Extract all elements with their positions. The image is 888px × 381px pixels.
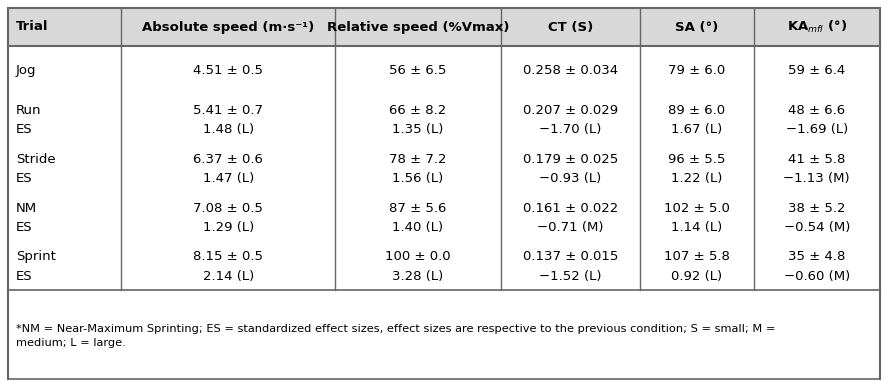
Text: 79 ± 6.0: 79 ± 6.0 [669,64,725,77]
Text: 107 ± 5.8: 107 ± 5.8 [664,250,730,263]
Text: −0.60 (M): −0.60 (M) [783,270,850,283]
Text: ES: ES [16,172,33,185]
Text: −1.52 (L): −1.52 (L) [539,270,602,283]
Text: 2.14 (L): 2.14 (L) [202,270,254,283]
Text: 35 ± 4.8: 35 ± 4.8 [788,250,845,263]
Text: −1.70 (L): −1.70 (L) [539,123,602,136]
Text: Sprint: Sprint [16,250,56,263]
Text: 96 ± 5.5: 96 ± 5.5 [668,153,725,166]
Text: 8.15 ± 0.5: 8.15 ± 0.5 [194,250,263,263]
Text: 7.08 ± 0.5: 7.08 ± 0.5 [194,202,263,215]
Text: Relative speed (%Vmax): Relative speed (%Vmax) [327,21,509,34]
Text: ES: ES [16,270,33,283]
Text: 0.92 (L): 0.92 (L) [671,270,723,283]
Text: −0.71 (M): −0.71 (M) [537,221,604,234]
Text: Run: Run [16,104,42,117]
Text: 0.179 ± 0.025: 0.179 ± 0.025 [523,153,618,166]
Text: 0.137 ± 0.015: 0.137 ± 0.015 [523,250,618,263]
Text: 5.41 ± 0.7: 5.41 ± 0.7 [194,104,263,117]
Text: 1.22 (L): 1.22 (L) [671,172,723,185]
Text: 4.51 ± 0.5: 4.51 ± 0.5 [194,64,263,77]
Text: CT (S): CT (S) [548,21,593,34]
Text: 38 ± 5.2: 38 ± 5.2 [788,202,845,215]
Text: 87 ± 5.6: 87 ± 5.6 [389,202,447,215]
Text: 0.207 ± 0.029: 0.207 ± 0.029 [523,104,618,117]
Text: 41 ± 5.8: 41 ± 5.8 [788,153,845,166]
Text: 102 ± 5.0: 102 ± 5.0 [664,202,730,215]
Text: 6.37 ± 0.6: 6.37 ± 0.6 [194,153,263,166]
Text: NM: NM [16,202,37,215]
Bar [8,8,880,46]
Text: 100 ± 0.0: 100 ± 0.0 [385,250,450,263]
Text: −1.69 (L): −1.69 (L) [786,123,848,136]
Text: 1.35 (L): 1.35 (L) [392,123,443,136]
Text: ES: ES [16,123,33,136]
Text: *NM = Near-Maximum Sprinting; ES = standardized effect sizes, effect sizes are r: *NM = Near-Maximum Sprinting; ES = stand… [16,325,775,349]
Text: 0.258 ± 0.034: 0.258 ± 0.034 [523,64,618,77]
Text: Absolute speed (m·s⁻¹): Absolute speed (m·s⁻¹) [142,21,314,34]
Text: −0.54 (M): −0.54 (M) [783,221,850,234]
Text: 66 ± 8.2: 66 ± 8.2 [389,104,447,117]
Text: KA$_{mfl}$ (°): KA$_{mfl}$ (°) [787,19,847,35]
Text: 1.56 (L): 1.56 (L) [392,172,443,185]
Text: 1.29 (L): 1.29 (L) [202,221,254,234]
Text: 89 ± 6.0: 89 ± 6.0 [669,104,725,117]
Text: Stride: Stride [16,153,56,166]
Text: −0.93 (L): −0.93 (L) [539,172,601,185]
Text: Jog: Jog [16,64,36,77]
Text: 59 ± 6.4: 59 ± 6.4 [789,64,845,77]
Text: 0.161 ± 0.022: 0.161 ± 0.022 [523,202,618,215]
Text: 3.28 (L): 3.28 (L) [392,270,443,283]
Text: SA (°): SA (°) [675,21,718,34]
Text: 1.14 (L): 1.14 (L) [671,221,723,234]
Text: Trial: Trial [16,21,49,34]
Text: 1.47 (L): 1.47 (L) [202,172,254,185]
Text: 48 ± 6.6: 48 ± 6.6 [789,104,845,117]
Text: 78 ± 7.2: 78 ± 7.2 [389,153,447,166]
Text: 1.40 (L): 1.40 (L) [392,221,443,234]
Text: 56 ± 6.5: 56 ± 6.5 [389,64,447,77]
Text: 1.67 (L): 1.67 (L) [671,123,723,136]
Text: ES: ES [16,221,33,234]
Text: −1.13 (M): −1.13 (M) [783,172,850,185]
Text: 1.48 (L): 1.48 (L) [202,123,254,136]
